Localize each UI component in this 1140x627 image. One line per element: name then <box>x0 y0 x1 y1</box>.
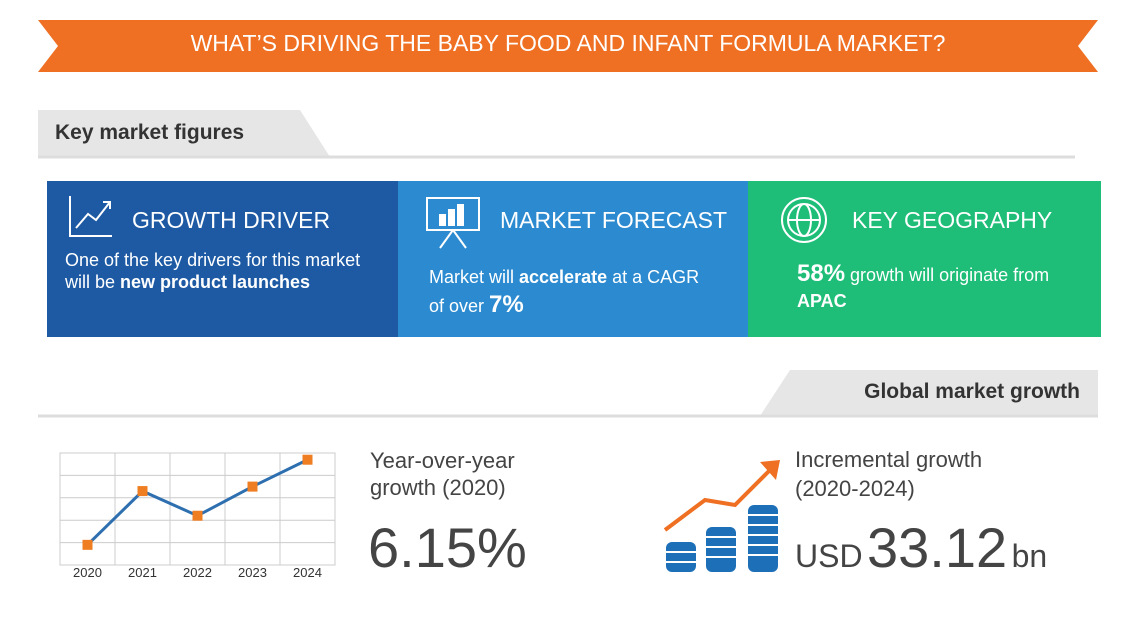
text-bold: 7% <box>489 291 524 318</box>
card-text: One of the key drivers for this market w… <box>65 249 365 293</box>
marker <box>192 510 203 521</box>
x-tick-label: 2021 <box>128 565 157 580</box>
growth-icon <box>69 196 112 237</box>
section-tab <box>38 110 330 157</box>
card: MARKET FORECAST Market will accelerate a… <box>398 181 749 337</box>
text: growth will originate from <box>845 265 1050 285</box>
section-tab <box>760 370 1098 416</box>
x-tick-label: 2024 <box>293 565 322 580</box>
x-tick-label: 2022 <box>183 565 212 580</box>
text-bold: APAC <box>797 291 847 311</box>
marker <box>302 454 313 465</box>
card-title: MARKET FORECAST <box>500 207 728 233</box>
x-tick-label: 2023 <box>238 565 267 580</box>
text: at a CAGR of over <box>429 267 700 316</box>
mini-chart: 2020 2021 2022 2023 2024 <box>59 452 336 580</box>
text: Market will <box>429 267 520 287</box>
banner-title: WHAT’S DRIVING THE BABY FOOD AND INFANT … <box>190 30 946 56</box>
line <box>86 458 309 546</box>
unit: bn <box>1011 538 1048 574</box>
text-bold: accelerate <box>519 267 608 287</box>
card-text: 58% growth will originate from APAC <box>797 261 1077 314</box>
banner-ribbon <box>38 20 1098 72</box>
incremental-value: USD 33.12 bn <box>795 515 1047 580</box>
card-text: Market will accelerate at a CAGR of over… <box>429 263 709 320</box>
currency: USD <box>795 538 863 574</box>
text-bold: 58% <box>797 260 846 287</box>
section-title: Global market growth <box>864 380 1080 403</box>
incremental-label: Incremental growth (2020-2024) <box>795 447 983 501</box>
chart-frame <box>59 452 336 566</box>
text-bold: new product launches <box>120 272 311 292</box>
card: KEY GEOGRAPHY 58% growth will originate … <box>748 181 1101 337</box>
card-bg <box>748 181 1101 337</box>
marker <box>82 539 93 550</box>
x-tick-label: 2020 <box>73 565 102 580</box>
yoy-label: Year-over-year growth (2020) <box>370 448 515 500</box>
card-title: KEY GEOGRAPHY <box>852 207 1053 233</box>
section-title: Key market figures <box>55 121 245 144</box>
value: 33.12 <box>867 516 1008 579</box>
coins-icon <box>663 460 780 572</box>
card-title: GROWTH DRIVER <box>132 207 331 233</box>
card-bg <box>398 181 749 337</box>
card: GROWTH DRIVER One of the key drivers for… <box>47 181 399 337</box>
marker <box>247 481 258 492</box>
forecast-icon <box>426 197 480 249</box>
yoy-value: 6.15% <box>368 516 527 579</box>
text: One of the key drivers for this market w… <box>65 250 361 292</box>
marker <box>137 486 148 497</box>
globe-icon <box>781 197 827 243</box>
